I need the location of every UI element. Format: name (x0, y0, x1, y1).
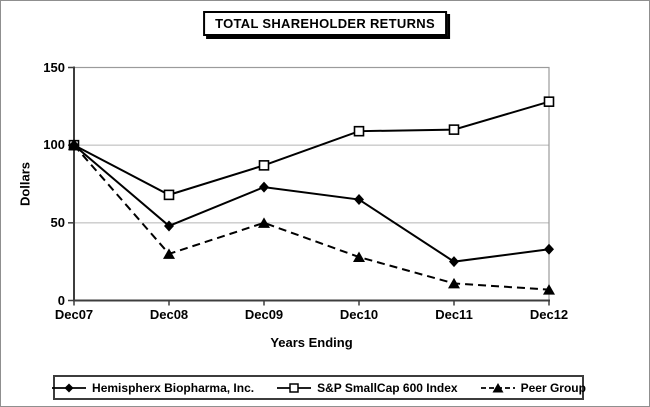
marker-triangle (353, 251, 365, 263)
x-tick-label: Dec08 (149, 307, 189, 322)
legend-label-sp-smallcap: S&P SmallCap 600 Index (317, 380, 458, 395)
y-tick-label: 150 (43, 59, 65, 75)
legend-label-hemispherx: Hemispherx Biopharma, Inc. (92, 380, 255, 395)
marker-triangle (163, 248, 175, 259)
plot-border (73, 66, 550, 302)
y-tick-labels: 0 50 100 150 (37, 1, 65, 406)
x-tick-label: Dec12 (529, 307, 569, 322)
marker-diamond (259, 181, 269, 193)
legend-item-peer-group: Peer Group (480, 381, 586, 395)
y-tick-label: 100 (43, 137, 65, 153)
x-tick-label: Dec09 (244, 307, 284, 322)
marker-triangle (258, 217, 270, 228)
series-line-triangle (73, 144, 550, 291)
y-axis-title: Dollars (17, 161, 33, 207)
series-line-square (73, 100, 550, 196)
marker-square (353, 125, 365, 137)
series-line-diamond (73, 144, 550, 263)
marker-diamond (449, 256, 459, 268)
marker-diamond (354, 194, 364, 206)
triangle-dashed-line-legend-icon (480, 382, 515, 392)
marker-square (543, 96, 555, 107)
marker-triangle (543, 284, 555, 295)
legend: Hemispherx Biopharma, Inc. S&P SmallCap … (51, 375, 586, 400)
square-line-legend-icon (277, 382, 312, 393)
legend-item-sp-smallcap: S&P SmallCap 600 Index (276, 381, 458, 395)
marker-square (258, 160, 270, 171)
x-tick-labels: Dec07 Dec08 Dec09 Dec10 Dec11 Dec12 (1, 307, 649, 323)
marker-diamond (544, 243, 554, 255)
chart-title-box: TOTAL SHAREHOLDER RETURNS (203, 11, 447, 36)
chart-title: TOTAL SHAREHOLDER RETURNS (215, 16, 435, 31)
x-tick-label: Dec10 (339, 307, 379, 322)
marker-diamond (164, 220, 174, 232)
marker-square (448, 124, 460, 135)
marker-diamond (69, 139, 79, 151)
x-tick-label: Dec11 (435, 307, 473, 322)
legend-item-hemispherx: Hemispherx Biopharma, Inc. (51, 381, 254, 395)
x-axis-title: Years Ending (270, 335, 353, 350)
y-tick-label: 50 (50, 214, 65, 230)
legend-label-peer-group: Peer Group (520, 380, 586, 395)
marker-triangle (448, 277, 460, 289)
x-tick-label: Dec07 (54, 307, 94, 322)
marker-square (163, 189, 175, 201)
diamond-line-legend-icon (52, 383, 87, 392)
y-tick-label: 0 (57, 292, 65, 308)
